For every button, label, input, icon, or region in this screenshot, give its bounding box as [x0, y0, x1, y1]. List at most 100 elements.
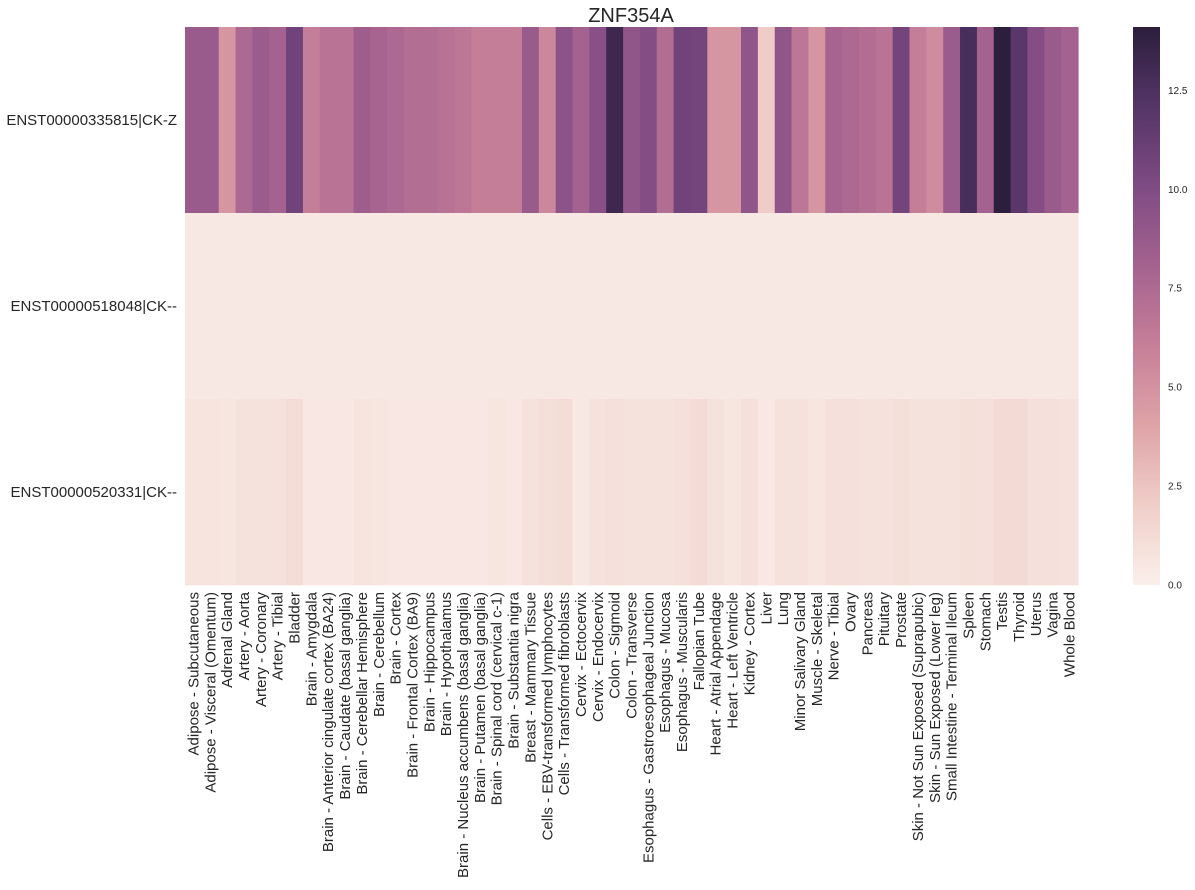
- heatmap-cell: [201, 399, 220, 586]
- column-label: Esophagus - Mucosa: [657, 591, 674, 733]
- column-label: Brain - Hippocampus: [421, 592, 438, 732]
- column-label: Colon - Sigmoid: [607, 592, 624, 699]
- heatmap-cell: [842, 27, 860, 214]
- heatmap-cell: [875, 399, 894, 586]
- heatmap-cell: [606, 213, 624, 400]
- heatmap-cell: [218, 399, 237, 586]
- heatmap-cell: [572, 399, 590, 586]
- heatmap-cell: [387, 399, 405, 586]
- column-label: Brain - Cortex: [388, 592, 405, 685]
- heatmap-cell: [1044, 27, 1062, 214]
- heatmap-cell: [454, 399, 473, 586]
- heatmap-cell: [201, 213, 220, 400]
- heatmap-cell: [909, 399, 927, 586]
- heatmap-cell: [286, 27, 304, 214]
- heatmap-cell: [774, 399, 793, 586]
- heatmap-cell: [521, 27, 540, 214]
- column-label: Brain - Spinal cord (cervical c-1): [489, 592, 506, 805]
- heatmap-cell: [572, 27, 590, 214]
- heatmap-cell: [420, 399, 439, 586]
- column-label: Fallopian Tube: [691, 592, 708, 690]
- heatmap-cell: [892, 213, 911, 400]
- heatmap-cell: [757, 213, 776, 400]
- heatmap-cell: [741, 27, 759, 214]
- heatmap-cell: [808, 399, 826, 586]
- column-label: Heart - Left Ventricle: [725, 592, 742, 729]
- heatmap-cell: [639, 27, 658, 214]
- heatmap-cell: [302, 213, 321, 400]
- heatmap-cell: [488, 27, 506, 214]
- heatmap-cell: [336, 213, 355, 400]
- colorbar-gradient: [1133, 27, 1160, 585]
- column-label: Brain - Cerebellum: [371, 592, 388, 717]
- heatmap-cell: [185, 213, 203, 400]
- heatmap-cell: [336, 399, 355, 586]
- heatmap-cell: [404, 399, 422, 586]
- heatmap-cell: [269, 27, 287, 214]
- heatmap-cell: [875, 27, 894, 214]
- heatmap-cell: [589, 27, 607, 214]
- heatmap-cell: [319, 399, 338, 586]
- heatmap-cells: [185, 27, 1079, 586]
- heatmap-cell: [825, 213, 843, 400]
- column-label: Artery - Aorta: [236, 591, 253, 680]
- column-label: Esophagus - Gastroesophageal Junction: [640, 592, 657, 863]
- heatmap-cell: [252, 399, 270, 586]
- heatmap-cell: [370, 27, 388, 214]
- heatmap-cell: [724, 213, 742, 400]
- row-labels: ENST00000335815|CK-Z ENST00000518048|CK--…: [6, 112, 177, 501]
- colorbar-tick-label: 0.0: [1168, 581, 1182, 592]
- colorbar-tick-label: 10.0: [1168, 185, 1188, 196]
- heatmap-cell: [454, 213, 473, 400]
- column-label: Nerve - Tibial: [826, 592, 843, 680]
- heatmap-cell: [235, 213, 253, 400]
- column-label: Brain - Anterior cingulate cortex (BA24): [320, 592, 337, 852]
- column-label: Spleen: [961, 592, 978, 639]
- heatmap-cell: [319, 213, 338, 400]
- heatmap-cell: [808, 213, 826, 400]
- heatmap-cell: [336, 27, 355, 214]
- column-label: Minor Salivary Gland: [792, 592, 809, 731]
- column-label: Skin - Sun Exposed (Lower leg): [927, 592, 944, 803]
- column-label: Brain - Substantia nigra: [506, 591, 523, 748]
- column-label: Prostate: [893, 592, 910, 648]
- colorbar-tick-label: 5.0: [1168, 383, 1182, 394]
- heatmap-cell: [656, 213, 675, 400]
- heatmap-cell: [471, 213, 489, 400]
- heatmap-cell: [505, 27, 523, 214]
- heatmap-cell: [235, 27, 253, 214]
- heatmap-cell: [302, 399, 321, 586]
- column-label: Adipose - Subcutaneous: [185, 592, 202, 755]
- heatmap-cell: [353, 27, 371, 214]
- heatmap-cell: [437, 213, 456, 400]
- heatmap-cell: [269, 399, 287, 586]
- heatmap-cell: [690, 27, 708, 214]
- heatmap-cell: [724, 27, 742, 214]
- column-label: Whole Blood: [1062, 592, 1079, 677]
- heatmap-cell: [993, 27, 1012, 214]
- column-label: Stomach: [977, 592, 994, 651]
- heatmap-cell: [404, 213, 422, 400]
- heatmap-cell: [1010, 27, 1029, 214]
- colorbar-tick-label: 12.5: [1168, 86, 1188, 97]
- heatmap-cell: [892, 399, 911, 586]
- heatmap-cell: [926, 213, 944, 400]
- heatmap-cell: [639, 213, 658, 400]
- heatmap-cell: [791, 213, 810, 400]
- column-label: Muscle - Skeletal: [809, 592, 826, 706]
- heatmap-cell: [437, 399, 456, 586]
- column-label: Artery - Coronary: [253, 592, 270, 708]
- column-label: Cells - EBV-transformed lymphocytes: [539, 592, 556, 840]
- column-label: Adipose - Visceral (Omentum): [202, 592, 219, 793]
- heatmap-cell: [976, 213, 995, 400]
- heatmap-cell: [1010, 399, 1029, 586]
- heatmap-cell: [825, 27, 843, 214]
- column-label: Brain - Cerebellar Hemisphere: [354, 592, 371, 795]
- column-label: Thyroid: [1011, 592, 1028, 642]
- column-label: Adrenal Gland: [219, 592, 236, 688]
- heatmap-cell: [707, 213, 725, 400]
- heatmap-cell: [976, 27, 995, 214]
- heatmap-cell: [623, 213, 641, 400]
- column-label: Ovary: [843, 592, 860, 633]
